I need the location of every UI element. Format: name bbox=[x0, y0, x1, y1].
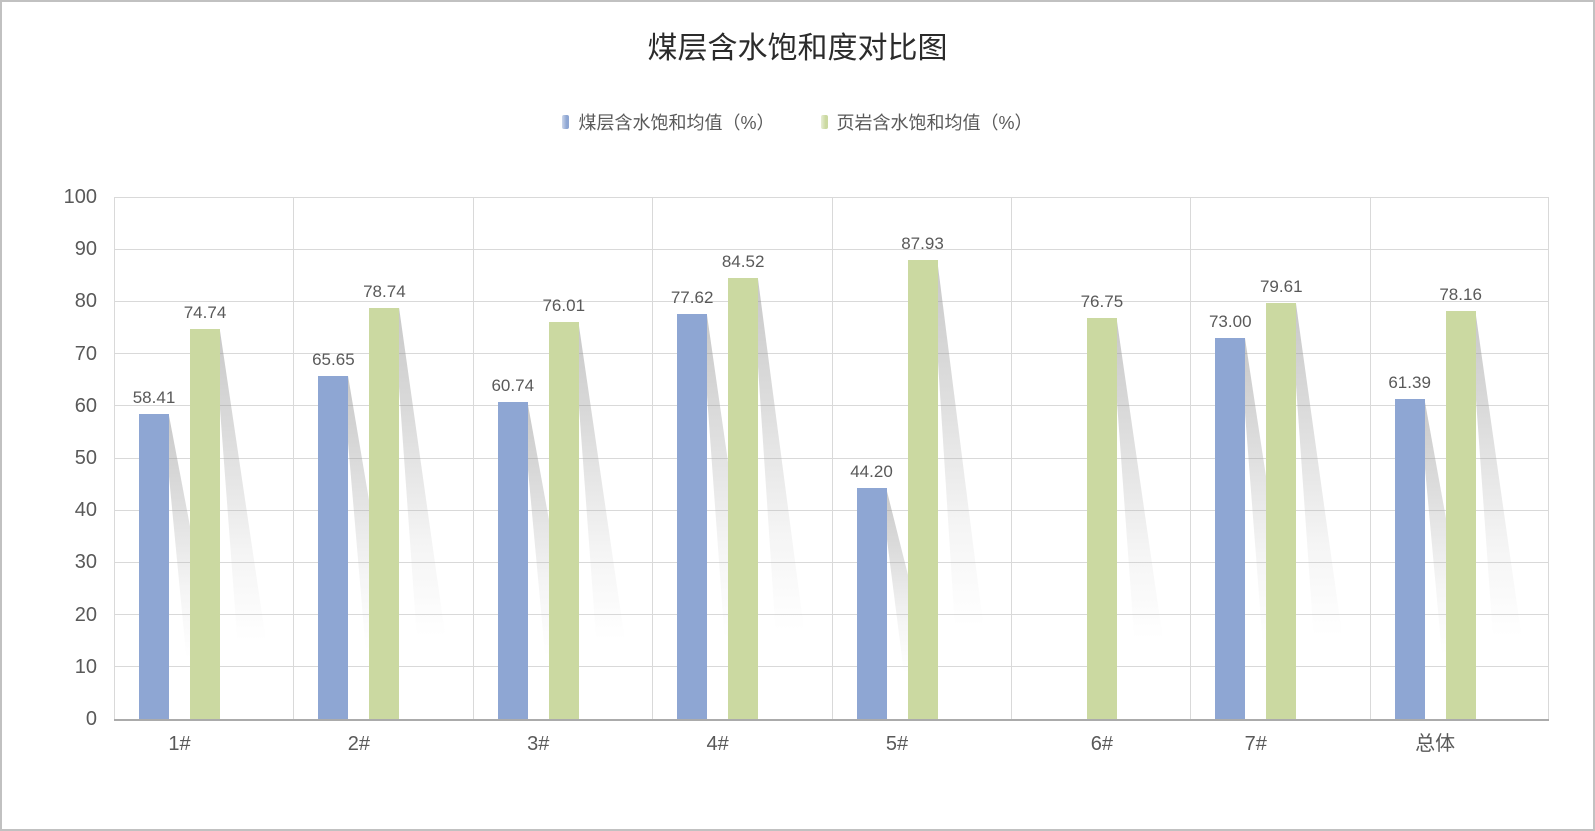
x-tick-label-2#: 2# bbox=[347, 733, 370, 755]
gridline-v-2 bbox=[472, 197, 474, 719]
bar-layer bbox=[114, 197, 1549, 719]
bar-shale-4# bbox=[728, 277, 759, 719]
x-tick-label-4#: 4# bbox=[706, 733, 729, 755]
x-tick-label-3#: 3# bbox=[527, 733, 550, 755]
gridline-layer bbox=[114, 196, 1549, 719]
y-tick-label-20: 20 bbox=[74, 603, 97, 626]
y-tick-label-90: 90 bbox=[74, 238, 97, 261]
gridline-v-8 bbox=[1548, 197, 1549, 719]
bar-shale-总体 bbox=[1445, 311, 1476, 719]
data-label-coal-5#: 44.20 bbox=[850, 462, 893, 482]
y-tick-label-30: 30 bbox=[74, 551, 97, 574]
bar-coal-3# bbox=[497, 401, 528, 719]
data-label-coal-4#: 77.62 bbox=[670, 287, 714, 307]
bar-coal-1# bbox=[139, 414, 169, 719]
y-tick-label-60: 60 bbox=[74, 394, 97, 417]
y-tick-label-50: 50 bbox=[74, 447, 97, 469]
bar-coal-4# bbox=[677, 313, 708, 719]
y-tick-label-100: 100 bbox=[63, 186, 97, 208]
data-label-coal-总体: 61.39 bbox=[1388, 372, 1431, 392]
bar-coal-2# bbox=[318, 376, 349, 719]
legend-marker-icon bbox=[562, 115, 570, 129]
bar-shale-6# bbox=[1086, 318, 1117, 719]
x-tick-label-6#: 6# bbox=[1090, 733, 1113, 755]
shadow-layer bbox=[114, 197, 1549, 719]
data-label-coal-2#: 65.65 bbox=[312, 350, 355, 370]
data-label-shale-6#: 76.75 bbox=[1080, 292, 1124, 312]
data-label-shale-7#: 79.61 bbox=[1259, 277, 1303, 297]
gridline-v-4 bbox=[831, 197, 833, 719]
gridline-v-1 bbox=[293, 197, 295, 719]
gridline-v-6 bbox=[1190, 197, 1192, 719]
gridline-v-5 bbox=[1010, 197, 1012, 719]
data-label-coal-7#: 73.00 bbox=[1208, 311, 1252, 331]
x-tick-label-1#: 1# bbox=[168, 733, 191, 755]
data-label-coal-3#: 60.74 bbox=[491, 375, 535, 395]
bar-shale-1# bbox=[190, 328, 220, 719]
legend-item-label: 煤层含水饱和均值（%） bbox=[578, 113, 775, 133]
legend-marker-icon bbox=[820, 115, 828, 129]
bar-shale-2# bbox=[369, 307, 400, 719]
bar-shale-5# bbox=[907, 260, 938, 719]
legend: 煤层含水饱和均值（%） 页岩含水饱和均值（%） bbox=[2, 109, 1593, 135]
data-label-shale-5#: 87.93 bbox=[901, 234, 944, 253]
legend-item-series1: 煤层含水饱和均值（%） bbox=[562, 109, 775, 135]
y-tick-label-40: 40 bbox=[74, 499, 97, 522]
gridline-v-7 bbox=[1369, 197, 1371, 719]
data-label-shale-2#: 78.74 bbox=[363, 281, 406, 301]
x-tick-label-7#: 7# bbox=[1244, 733, 1267, 755]
legend-item-series2: 页岩含水饱和均值（%） bbox=[820, 109, 1033, 135]
y-tick-label-70: 70 bbox=[74, 342, 97, 365]
gridline-v-0 bbox=[114, 197, 115, 719]
bar-coal-5# bbox=[856, 488, 887, 719]
data-label-coal-1#: 58.41 bbox=[132, 388, 176, 408]
bar-shale-3# bbox=[548, 322, 579, 719]
data-label-shale-1#: 74.74 bbox=[183, 302, 227, 322]
bar-coal-7# bbox=[1215, 337, 1246, 719]
x-axis-labels: 1# 2# 3# 4# 5# 6# 7# 总体 bbox=[114, 732, 1549, 762]
gridline-v-3 bbox=[652, 197, 654, 719]
data-label-shale-4#: 84.52 bbox=[721, 251, 765, 271]
y-tick-label-80: 80 bbox=[74, 290, 97, 313]
y-tick-label-0: 0 bbox=[85, 708, 97, 730]
y-tick-label-10: 10 bbox=[74, 655, 97, 678]
x-tick-label-5#: 5# bbox=[885, 733, 909, 755]
x-tick-label-总体: 总体 bbox=[1415, 733, 1456, 755]
y-axis-labels: 0 10 20 30 40 50 60 70 80 90 100 bbox=[2, 186, 97, 730]
bar-coal-总体 bbox=[1394, 398, 1425, 719]
plot-area: 58.41 74.74 65.65 78.74 60.74 76.01 77.62 84.52… bbox=[114, 196, 1549, 721]
data-label-shale-总体: 78.16 bbox=[1439, 285, 1482, 304]
data-label-shale-3#: 76.01 bbox=[542, 296, 586, 316]
data-label-layer: 58.41 74.74 65.65 78.74 60.74 76.01 77.62 84.52… bbox=[114, 197, 1549, 719]
legend-item-label: 页岩含水饱和均值（%） bbox=[836, 113, 1033, 133]
chart-title: 煤层含水饱和度对比图 bbox=[647, 32, 948, 65]
bar-shale-7# bbox=[1266, 303, 1297, 719]
